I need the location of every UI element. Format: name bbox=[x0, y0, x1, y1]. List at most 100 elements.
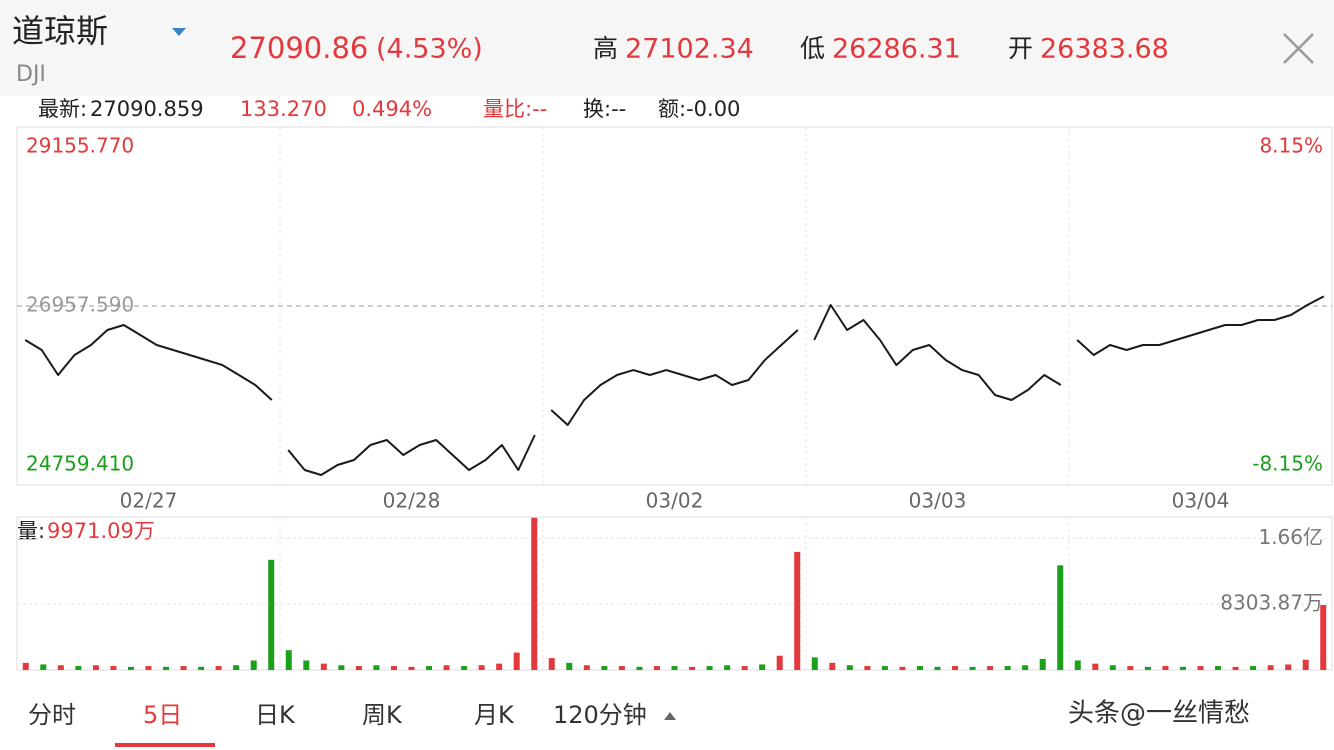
volume-bar bbox=[724, 665, 731, 670]
volume-bar bbox=[408, 666, 415, 670]
tab[interactable]: 120分钟 bbox=[553, 701, 647, 729]
volume-bar bbox=[1179, 666, 1186, 670]
volume-bar bbox=[373, 665, 380, 670]
y2-tick-label: -8.15% bbox=[1252, 452, 1323, 476]
volume-bar bbox=[426, 666, 433, 670]
volume-bar bbox=[969, 666, 976, 670]
volume-bar bbox=[1144, 666, 1151, 670]
volume-bar bbox=[1109, 665, 1116, 670]
low-value: 26286.31 bbox=[832, 34, 961, 65]
y-tick-label: 1.66亿 bbox=[1258, 525, 1323, 549]
volume-bar bbox=[811, 657, 818, 670]
volume-bar bbox=[1320, 604, 1327, 670]
tab-arrow bbox=[664, 712, 676, 720]
volume-bar bbox=[1092, 663, 1099, 670]
volume-bar bbox=[180, 666, 187, 670]
volume-bar bbox=[198, 666, 205, 670]
volume-bar bbox=[653, 666, 660, 670]
volume-bar bbox=[934, 666, 941, 670]
volume-bar bbox=[776, 655, 783, 670]
volume-bar bbox=[1162, 666, 1169, 670]
latest-value: 27090.859 bbox=[90, 97, 204, 121]
volume-bar bbox=[40, 664, 47, 670]
volume-bar bbox=[320, 663, 327, 670]
low-label: 低 bbox=[800, 34, 825, 63]
volume-label: 量: bbox=[17, 519, 45, 543]
change-value: 133.270 bbox=[240, 97, 327, 121]
volume-bar bbox=[22, 662, 29, 670]
high-label: 高 bbox=[593, 34, 618, 63]
y-tick-label: 24759.410 bbox=[26, 452, 134, 476]
volume-bar bbox=[829, 662, 836, 670]
price-change: (4.53%) bbox=[376, 34, 483, 65]
volume-bar bbox=[443, 665, 450, 670]
volume-bar bbox=[215, 666, 222, 670]
volume-frame bbox=[16, 516, 1333, 671]
volume-bar bbox=[285, 650, 292, 670]
header-bg bbox=[0, 0, 1334, 96]
volume-bar bbox=[513, 652, 520, 670]
x-tick-label: 03/03 bbox=[909, 489, 967, 513]
x-tick-label: 02/27 bbox=[120, 489, 178, 513]
volume-bar bbox=[759, 664, 766, 670]
volume-bar bbox=[355, 666, 362, 670]
volume-bar bbox=[1250, 666, 1257, 670]
volume-bar bbox=[496, 663, 503, 670]
volume-bar bbox=[846, 665, 853, 670]
volume-bar bbox=[75, 666, 82, 670]
tab[interactable]: 月K bbox=[474, 701, 515, 729]
volume-bar bbox=[390, 666, 397, 670]
volume-bar bbox=[916, 666, 923, 670]
volume-bar bbox=[1285, 664, 1292, 670]
volume-latest: 9971.09万 bbox=[47, 519, 155, 543]
x-tick-label: 02/28 bbox=[383, 489, 441, 513]
volume-bar bbox=[531, 517, 538, 670]
volume-bar bbox=[57, 665, 64, 670]
open-value: 26383.68 bbox=[1040, 34, 1169, 65]
volume-bar bbox=[303, 660, 310, 670]
volume-bar bbox=[741, 666, 748, 670]
stock-name: 道琼斯 bbox=[12, 12, 108, 50]
volume-bar bbox=[618, 666, 625, 670]
volume-bar bbox=[1039, 658, 1046, 670]
volume-bar bbox=[881, 666, 888, 670]
volume-bar bbox=[689, 666, 696, 670]
close-button[interactable] bbox=[1283, 33, 1314, 64]
volume-bar bbox=[110, 666, 117, 670]
volume-bar bbox=[127, 666, 134, 670]
volume-bar bbox=[1267, 665, 1274, 670]
volume-bar bbox=[1074, 660, 1081, 670]
volume-bar bbox=[864, 666, 871, 670]
tab[interactable]: 分时 bbox=[28, 701, 76, 729]
tab[interactable]: 周K bbox=[362, 701, 403, 729]
high-value: 27102.34 bbox=[625, 34, 754, 65]
volume-bar bbox=[794, 551, 801, 670]
y-tick-label: 26957.590 bbox=[26, 293, 134, 317]
volume-bar bbox=[233, 665, 240, 670]
watermark: 头条@一丝情愁 bbox=[1068, 699, 1250, 729]
amount: 额:-0.00 bbox=[658, 97, 740, 121]
x-tick-label: 03/02 bbox=[646, 489, 704, 513]
volume-bar bbox=[461, 666, 468, 670]
volume-bar bbox=[899, 666, 906, 670]
volume-bar bbox=[671, 666, 678, 670]
volume-bar bbox=[163, 666, 170, 670]
change-pct: 0.494% bbox=[352, 97, 432, 121]
x-tick-label: 03/04 bbox=[1172, 489, 1230, 513]
volume-bar bbox=[548, 658, 555, 670]
tab-underline bbox=[115, 743, 215, 747]
y2-tick-label: 8.15% bbox=[1259, 134, 1323, 158]
volume-bar bbox=[952, 666, 959, 670]
tab[interactable]: 5日 bbox=[143, 701, 182, 729]
y-tick-label: 29155.770 bbox=[26, 134, 134, 158]
volume-bar bbox=[1004, 666, 1011, 670]
price-line bbox=[24, 295, 1325, 476]
tab[interactable]: 日K bbox=[255, 701, 296, 729]
volume-bar bbox=[601, 666, 608, 670]
latest-label: 最新: bbox=[38, 97, 87, 121]
volume-bar bbox=[92, 665, 99, 670]
volume-bar bbox=[1197, 666, 1204, 670]
dropdown-icon[interactable] bbox=[172, 28, 186, 36]
volume-ratio: 量比:-- bbox=[483, 97, 547, 121]
